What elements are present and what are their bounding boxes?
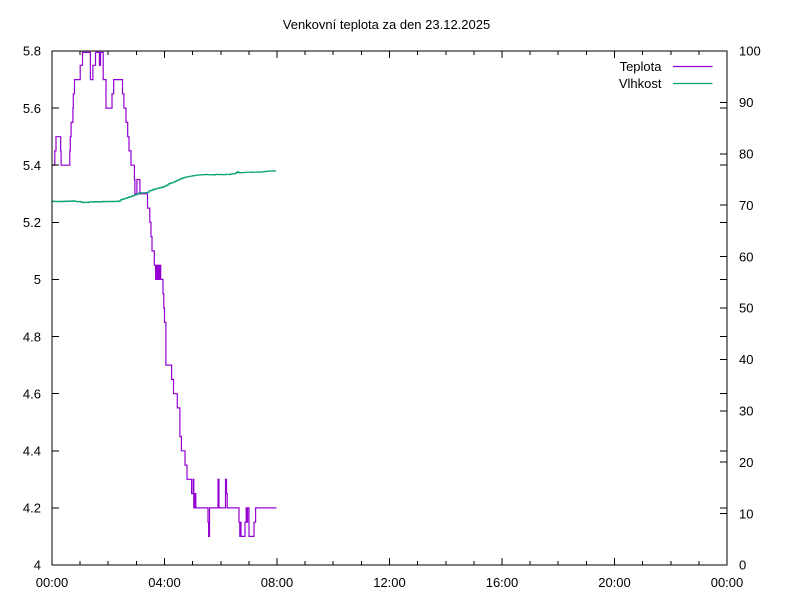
svg-text:0: 0 — [739, 558, 746, 573]
svg-text:5.4: 5.4 — [23, 158, 41, 173]
svg-text:4.6: 4.6 — [23, 386, 41, 401]
svg-text:12:00: 12:00 — [373, 575, 406, 590]
svg-text:Venkovní teplota za den 23.12.: Venkovní teplota za den 23.12.2025 — [283, 17, 490, 32]
svg-text:00:00: 00:00 — [711, 575, 744, 590]
svg-text:20:00: 20:00 — [598, 575, 631, 590]
svg-text:04:00: 04:00 — [148, 575, 181, 590]
svg-text:16:00: 16:00 — [486, 575, 519, 590]
svg-text:60: 60 — [739, 249, 753, 264]
svg-text:00:00: 00:00 — [36, 575, 69, 590]
svg-text:Teplota: Teplota — [620, 59, 663, 74]
svg-text:30: 30 — [739, 404, 753, 419]
svg-text:5: 5 — [34, 272, 41, 287]
svg-text:50: 50 — [739, 301, 753, 316]
svg-text:70: 70 — [739, 198, 753, 213]
svg-text:10: 10 — [739, 506, 753, 521]
svg-text:4.2: 4.2 — [23, 501, 41, 516]
svg-text:80: 80 — [739, 147, 753, 162]
svg-text:4.4: 4.4 — [23, 444, 41, 459]
svg-text:4: 4 — [34, 558, 41, 573]
svg-text:08:00: 08:00 — [261, 575, 294, 590]
svg-text:Vlhkost: Vlhkost — [619, 76, 662, 91]
svg-text:5.2: 5.2 — [23, 215, 41, 230]
svg-text:100: 100 — [739, 44, 761, 59]
svg-text:4.8: 4.8 — [23, 329, 41, 344]
svg-text:20: 20 — [739, 455, 753, 470]
svg-text:90: 90 — [739, 95, 753, 110]
svg-text:40: 40 — [739, 352, 753, 367]
svg-text:5.8: 5.8 — [23, 44, 41, 59]
svg-text:5.6: 5.6 — [23, 101, 41, 116]
